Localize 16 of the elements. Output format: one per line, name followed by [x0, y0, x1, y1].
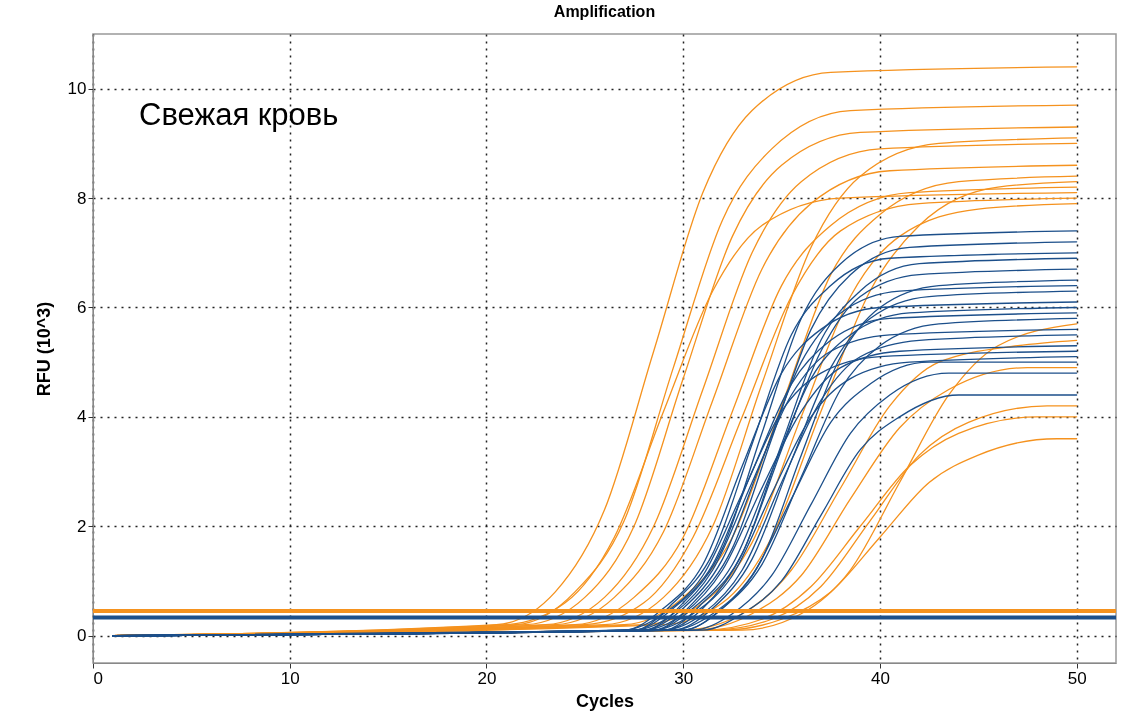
x-tick-label: 20 — [477, 668, 497, 688]
x-axis-title: Cycles — [575, 690, 635, 711]
y-axis-title: RFU (10^3) — [33, 301, 54, 397]
x-tick-label: 40 — [870, 668, 890, 688]
y-tick-label: 6 — [77, 297, 87, 317]
y-tick-label: 2 — [77, 516, 87, 536]
x-tick-label: 30 — [674, 668, 694, 688]
chart-title: Amplification — [553, 3, 656, 20]
y-tick-label: 10 — [67, 79, 87, 99]
annotation: Свежая кровь — [139, 97, 339, 132]
x-tick-label: 0 — [93, 668, 103, 688]
y-tick-label: 4 — [77, 407, 87, 427]
y-tick-label: 8 — [77, 188, 87, 208]
x-tick-label: 50 — [1067, 668, 1087, 688]
x-tick-label: 10 — [280, 668, 300, 688]
y-tick-label: 0 — [77, 626, 87, 646]
